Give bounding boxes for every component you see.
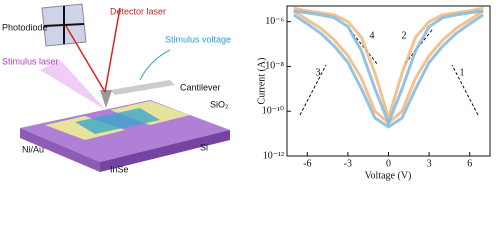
x-tick-label: -3 [344,158,352,169]
tip [100,90,112,108]
plot-frame [286,5,491,157]
substrate-side [100,130,230,172]
cantilever [110,80,175,95]
x-tick-label: 3 [427,158,432,169]
x-tick-label: 0 [386,158,391,169]
label: Detector laser [110,6,166,16]
label: Stimulus laser [2,56,59,66]
voltage-wire [139,49,171,81]
detector-beam [104,7,121,93]
arrows [299,29,479,116]
annotation: 4 [370,30,375,41]
curve [292,9,485,125]
curve [293,9,484,127]
label: Stimulus voltage [165,34,231,44]
electrode [110,101,190,125]
x-tick-label: -6 [303,158,311,169]
y-tick-label: 10⁻¹² [263,150,284,161]
annotation: 1 [460,67,465,78]
x-axis-label: Voltage (V) [365,170,412,181]
label: SiO₂ [210,99,229,109]
label: Ni/Au [22,144,44,154]
curve [292,13,485,129]
y-tick-label: 10⁻¹⁰ [262,106,284,117]
label: Si [200,142,208,152]
x-tick-label: 6 [467,158,472,169]
label: InSe [110,164,129,174]
annotation: 2 [402,30,407,41]
label: Cantilever [180,82,221,92]
stimulus-beam [40,60,106,110]
annotation: 3 [316,67,321,78]
y-tick-label: 10⁻⁸ [265,61,284,72]
chart: Current (A) Voltage (V) 10⁻¹²10⁻¹⁰10⁻⁸10… [256,5,491,181]
figure: Photodiode Detector laser Stimulus volta… [2,3,491,181]
schematic: Photodiode Detector laser Stimulus volta… [2,3,231,174]
label: Photodiode [2,22,48,32]
y-tick-label: 10⁻⁶ [265,16,284,27]
y-axis-label: Current (A) [256,58,267,105]
cross [43,23,85,27]
reflected-beam [65,25,106,93]
substrate-side [20,128,100,172]
inse-flake [75,108,160,134]
curve [293,6,484,124]
